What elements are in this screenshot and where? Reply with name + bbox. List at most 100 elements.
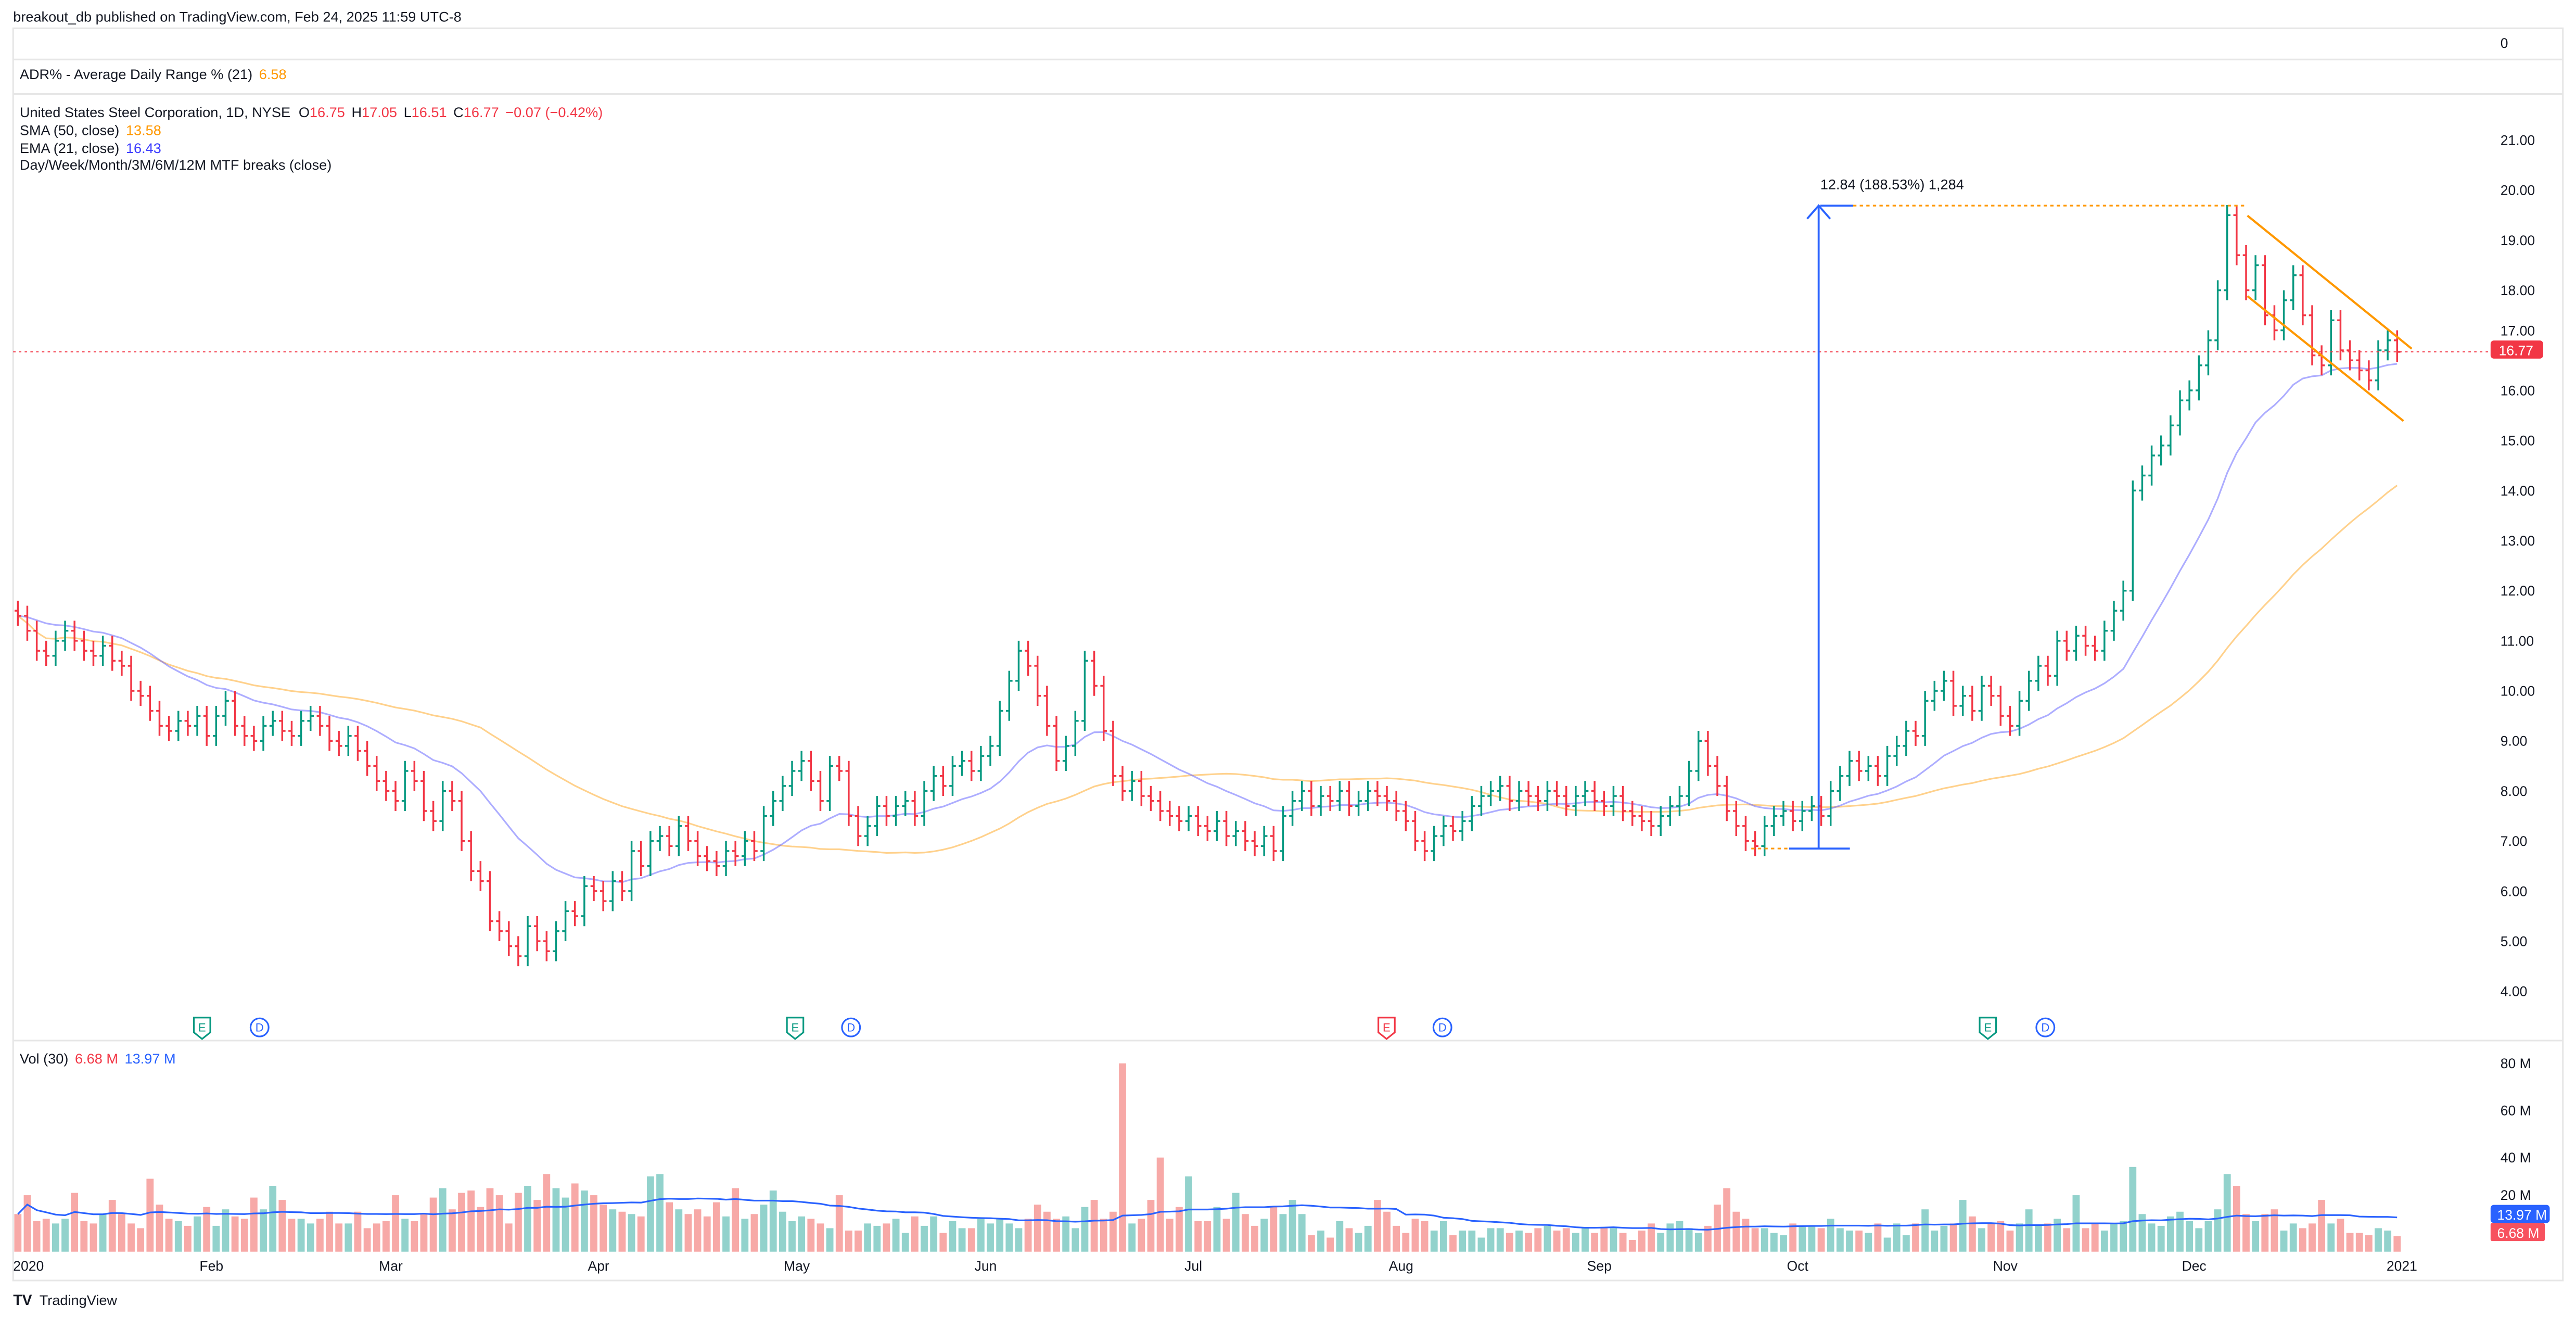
tradingview-logo[interactable]: TV TradingView	[13, 1292, 117, 1309]
volume-bar	[1053, 1219, 1060, 1252]
ohlc-bar	[1194, 806, 1202, 837]
volume-bar	[1175, 1207, 1183, 1252]
earnings-marker[interactable]: E	[1979, 1017, 1997, 1040]
ohlc-bar	[279, 711, 286, 741]
ohlc-bar	[1317, 786, 1324, 816]
ohlc-bar	[779, 776, 786, 811]
sma-legend[interactable]: SMA (50, close) 13.58	[20, 122, 161, 138]
open-value: 16.75	[310, 104, 345, 120]
last-price-badge: 16.77	[2490, 340, 2543, 359]
ohlc-bar	[127, 655, 135, 701]
ohlc-bar	[2299, 265, 2306, 325]
volume-bar	[2261, 1214, 2269, 1252]
ohlc-bar	[1865, 756, 1872, 781]
price-axis[interactable]: 21.00 20.00 19.00 18.00 17.00 16.00 15.00 14.00…	[2501, 132, 2535, 999]
ohlc-bar	[61, 620, 69, 651]
dividend-marker[interactable]: D	[2035, 1017, 2056, 1037]
ohlc-bar	[269, 711, 276, 736]
volume-bar	[2309, 1223, 2316, 1252]
volume-bar	[855, 1230, 862, 1252]
sma-50-line	[17, 485, 2398, 854]
dividend-marker[interactable]: D	[841, 1017, 861, 1037]
volume-bar	[505, 1223, 513, 1252]
ohlc-bar	[1100, 676, 1107, 741]
volume-legend[interactable]: Vol (30) 6.68 M 13.97 M	[20, 1050, 176, 1067]
ohlc-bar	[2233, 205, 2240, 265]
volume-bar	[1062, 1216, 1070, 1252]
ohlc-bar	[1280, 806, 1286, 862]
volume-bar	[448, 1209, 456, 1252]
dividend-marker[interactable]: D	[249, 1017, 270, 1037]
volume-tick-label: 60 M	[2501, 1103, 2531, 1119]
ohlc-bar	[845, 761, 852, 826]
volume-bar	[1544, 1225, 1551, 1252]
ohlc-bar	[1884, 745, 1891, 786]
volume-bar	[2375, 1228, 2382, 1252]
ohlc-bar	[439, 781, 447, 831]
volume-bar	[1648, 1223, 1655, 1252]
volume-bar	[1808, 1225, 1816, 1252]
ohlc-bar	[1978, 676, 1985, 721]
volume-bar	[1034, 1205, 1041, 1252]
volume-bar	[2120, 1221, 2127, 1252]
volume-bar	[996, 1219, 1004, 1252]
volume-bar	[2100, 1230, 2108, 1252]
dividend-marker[interactable]: D	[1432, 1017, 1452, 1037]
ohlc-bar	[505, 921, 513, 956]
ohlc-bar	[203, 705, 210, 746]
ohlc-bar	[241, 716, 248, 746]
earnings-marker[interactable]: E	[1378, 1017, 1396, 1040]
volume-bar	[1562, 1228, 1570, 1252]
volume-bar	[363, 1228, 371, 1252]
volume-bar	[486, 1188, 494, 1252]
volume-bar	[495, 1195, 503, 1252]
earnings-marker[interactable]: E	[786, 1017, 805, 1040]
volume-bar	[2223, 1174, 2231, 1252]
time-tick-label: 2020	[13, 1258, 44, 1274]
volume-bar	[2271, 1209, 2278, 1252]
adr-legend[interactable]: ADR% - Average Daily Range % (21) 6.58	[20, 66, 287, 82]
ohlc-bar	[2205, 330, 2212, 376]
volume-bar	[2016, 1223, 2023, 1252]
low-label: L	[404, 104, 412, 120]
ohlc-bar	[2044, 655, 2051, 686]
price-tick-label: 4.00	[2501, 984, 2528, 999]
volume-bar	[2034, 1225, 2042, 1252]
ohlc-bar	[1921, 691, 1929, 746]
ohlc-bar	[109, 636, 116, 671]
ohlc-bar	[1091, 651, 1098, 696]
volume-bar	[1732, 1211, 1740, 1252]
volume-bar	[1005, 1223, 1013, 1252]
volume-bar	[1506, 1233, 1513, 1252]
volume-bar	[873, 1225, 881, 1252]
time-axis[interactable]: 2020 Feb Mar Apr May Jun Jul Aug Sep Oct Nov Dec 202…	[13, 1258, 2417, 1274]
ohlc-bar	[1006, 670, 1013, 721]
price-tick-label: 7.00	[2501, 833, 2528, 849]
ema-legend[interactable]: EMA (21, close) 16.43	[20, 140, 161, 156]
ohlc-bar	[288, 720, 295, 746]
ohlc-bar	[1166, 801, 1174, 826]
ohlc-bar	[524, 916, 531, 967]
ema-21-line	[18, 363, 2398, 883]
ohlc-bar	[949, 756, 956, 796]
volume-bar	[429, 1197, 437, 1252]
volume-bar	[2337, 1219, 2344, 1252]
volume-bar	[1090, 1200, 1098, 1252]
symbol-legend[interactable]: United States Steel Corporation, 1D, NYS…	[20, 104, 603, 120]
ohlc-bar	[1525, 781, 1532, 806]
volume-axis[interactable]: 80 M 60 M 40 M 20 M	[2501, 1056, 2531, 1203]
earnings-marker[interactable]: E	[193, 1017, 211, 1040]
ohlc-bar	[1364, 781, 1372, 811]
ohlc-bar	[1582, 781, 1589, 806]
volume-bar	[382, 1221, 390, 1252]
volume-bar	[1921, 1209, 1929, 1252]
volume-bar	[1515, 1230, 1523, 1252]
ohlc-bar	[675, 816, 682, 856]
volume-bar	[798, 1216, 806, 1252]
ohlc-bar	[1515, 781, 1523, 811]
mtf-legend[interactable]: Day/Week/Month/3M/6M/12M MTF breaks (clo…	[20, 157, 331, 173]
volume-bar	[779, 1211, 786, 1252]
ohlc-bar	[836, 756, 843, 781]
